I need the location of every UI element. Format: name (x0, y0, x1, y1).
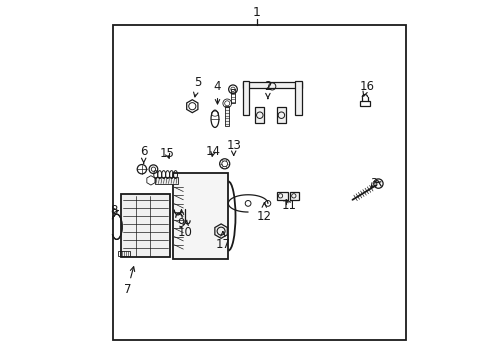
Text: 4: 4 (213, 80, 221, 104)
Text: 16: 16 (359, 80, 374, 96)
Bar (118, 251, 130, 256)
Bar (276, 107, 285, 123)
Text: 17: 17 (215, 231, 230, 251)
Text: 13: 13 (226, 139, 241, 156)
Text: 15: 15 (160, 147, 174, 159)
Bar (121, 194, 170, 257)
Polygon shape (214, 224, 227, 238)
Text: 1: 1 (253, 6, 261, 19)
Bar (242, 81, 249, 115)
Bar (276, 192, 287, 200)
Text: 10: 10 (177, 220, 192, 239)
Bar (172, 173, 228, 259)
Bar (113, 25, 406, 340)
Bar (255, 107, 264, 123)
Bar (231, 89, 234, 103)
Bar (289, 192, 298, 200)
Text: 11: 11 (282, 199, 296, 212)
Text: 6: 6 (140, 145, 147, 163)
Bar (294, 81, 302, 115)
Text: 7: 7 (123, 267, 134, 296)
Text: 3: 3 (369, 177, 377, 190)
Text: 8: 8 (110, 204, 118, 217)
Bar (359, 101, 370, 106)
Text: 14: 14 (205, 145, 220, 158)
Text: 12: 12 (256, 203, 271, 222)
Bar (224, 106, 229, 126)
Bar (242, 82, 302, 88)
Text: 9: 9 (177, 210, 185, 230)
Text: 2: 2 (264, 80, 271, 99)
Text: 5: 5 (193, 76, 201, 97)
Bar (154, 177, 178, 184)
